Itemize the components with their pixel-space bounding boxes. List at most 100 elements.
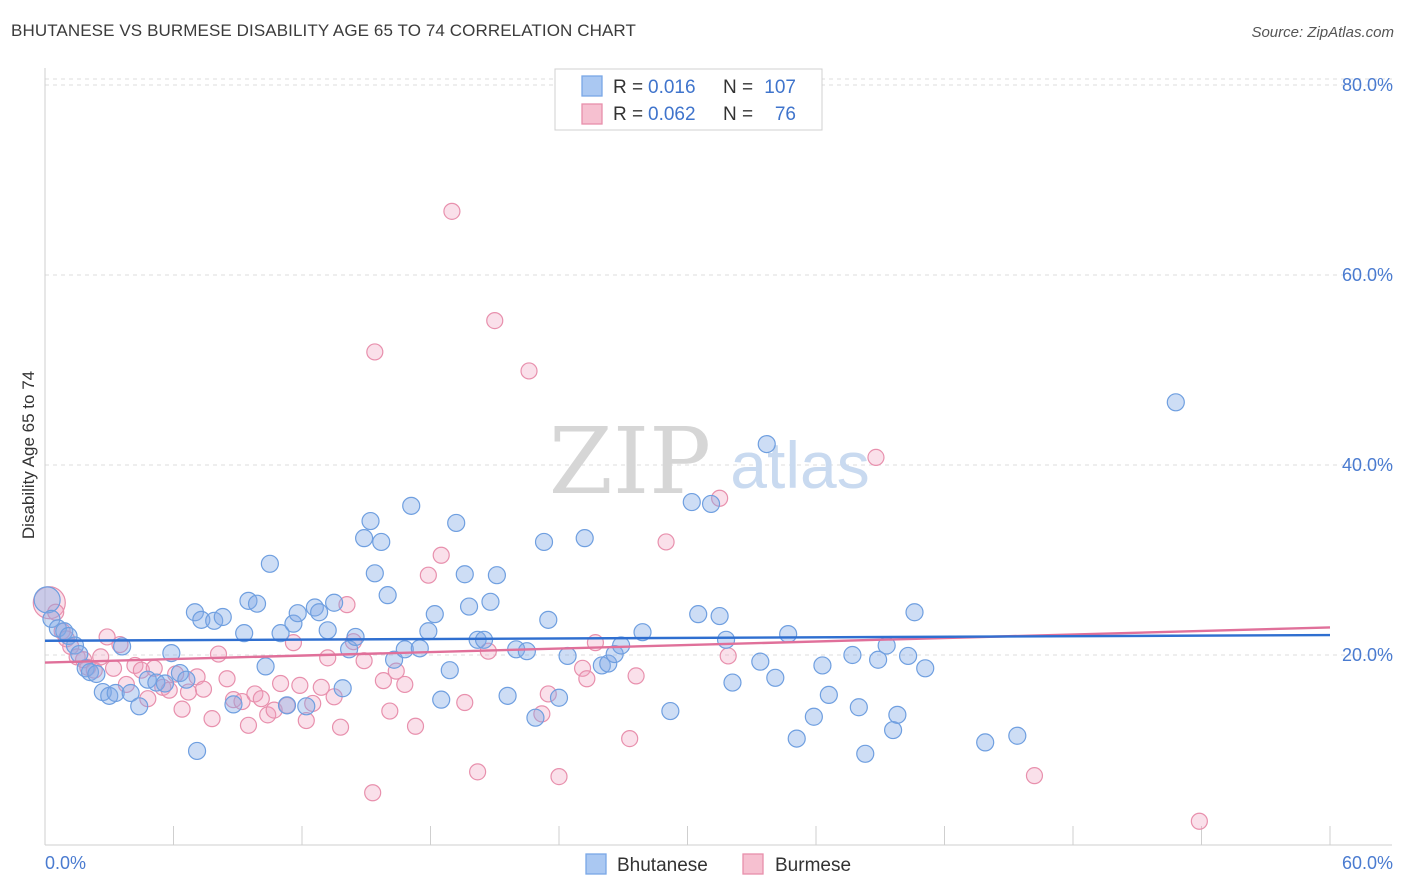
burmese-point	[419, 566, 437, 584]
bhutanese-point	[256, 657, 275, 676]
burmese-point	[239, 716, 258, 734]
bhutanese-point	[539, 610, 558, 629]
burmese-point	[486, 312, 504, 330]
bhutanese-point	[459, 597, 479, 616]
chart-title: BHUTANESE VS BURMESE DISABILITY AGE 65 T…	[11, 21, 636, 40]
bhutanese-point	[355, 529, 374, 548]
bhutanese-n-label: N =	[723, 77, 753, 98]
bhutanese-point	[804, 707, 823, 726]
stats-row-bhutanese: R = 0.016 N = 107	[581, 75, 796, 98]
burmese-point	[443, 202, 461, 220]
trend-lines	[44, 626, 1331, 664]
bhutanese-point	[787, 729, 806, 748]
burmese-point	[573, 659, 592, 677]
burmese-point	[218, 670, 236, 688]
y-tick-label: 40.0%	[1342, 455, 1393, 475]
legend-item-bhutanese[interactable]: Bhutanese	[585, 853, 708, 876]
bhutanese-point	[1008, 726, 1027, 745]
bhutanese-point	[185, 603, 205, 622]
burmese-point	[719, 647, 737, 665]
bhutanese-point	[455, 565, 474, 584]
bhutanese-point	[402, 496, 421, 515]
burmese-point	[173, 700, 191, 718]
burmese-point	[331, 718, 350, 736]
burmese-point	[132, 661, 150, 679]
bhutanese-point	[716, 630, 736, 649]
legend-burmese-label: Burmese	[775, 855, 851, 876]
bhutanese-point	[361, 511, 380, 531]
burmese-point	[364, 784, 382, 802]
burmese-point	[104, 659, 123, 677]
burmese-n-label: N =	[723, 104, 753, 125]
bhutanese-point	[549, 688, 569, 707]
series-legend: Bhutanese Burmese	[585, 853, 851, 876]
bhutanese-swatch	[581, 75, 603, 97]
bhutanese-point	[378, 586, 397, 605]
burmese-point	[627, 667, 645, 685]
stats-legend: R = 0.016 N = 107 R = 0.062 N = 76	[554, 68, 823, 131]
bhutanese-point	[170, 663, 190, 683]
bhutanese-point	[534, 532, 554, 552]
bhutanese-point	[80, 662, 100, 682]
burmese-point	[1190, 812, 1208, 830]
bhutanese-point	[42, 609, 61, 629]
source-label: Source: ZipAtlas.com	[1251, 24, 1394, 41]
bhutanese-point	[419, 622, 438, 641]
stats-row-burmese: R = 0.062 N = 76	[581, 103, 796, 125]
bhutanese-point	[440, 661, 459, 680]
bhutanese-r-label: R =	[613, 77, 643, 98]
watermark-zip: ZIP	[549, 408, 711, 515]
bhutanese-point	[106, 683, 125, 703]
burmese-r-label: R =	[613, 104, 643, 125]
burmese-point	[578, 670, 596, 688]
bhutanese-point	[410, 639, 429, 658]
burmese-point	[520, 362, 538, 380]
x-tick-label: 0.0%	[45, 853, 86, 873]
bhutanese-point	[701, 494, 721, 514]
burmese-point	[550, 767, 568, 786]
bhutanese-point	[766, 668, 785, 687]
burmese-point	[456, 693, 474, 712]
bhutanese-point	[447, 513, 466, 533]
bhutanese-point	[916, 659, 935, 678]
bhutanese-r-value: 0.016	[648, 77, 696, 98]
grid-lines	[45, 78, 1392, 656]
bhutanese-point	[425, 605, 444, 624]
bhutanese-point	[121, 683, 140, 703]
burmese-point	[432, 546, 450, 564]
bhutanese-point	[162, 643, 181, 663]
bhutanese-point	[271, 624, 290, 643]
bhutanese-point	[318, 621, 337, 640]
bhutanese-point	[1166, 393, 1185, 412]
bhutanese-point	[869, 650, 888, 669]
bhutanese-point	[599, 654, 618, 673]
bhutanese-trend-line	[44, 633, 1331, 642]
bhutanese-point	[849, 698, 868, 717]
bhutanese-point	[682, 492, 701, 512]
bhutanese-point	[325, 593, 344, 612]
bhutanese-point	[277, 696, 297, 715]
burmese-point	[92, 648, 110, 666]
tick-labels: 20.0% 40.0% 60.0% 80.0% 0.0% 60.0%	[45, 75, 1393, 873]
bhutanese-point	[575, 529, 594, 548]
burmese-point	[657, 533, 675, 551]
watermark: ZIP atlas	[549, 408, 870, 515]
bhutanese-point	[487, 566, 506, 585]
watermark-atlas: atlas	[730, 428, 869, 502]
bhutanese-point	[187, 741, 207, 761]
burmese-point	[374, 672, 392, 690]
bhutanese-point	[205, 611, 224, 630]
bhutanese-point	[112, 637, 132, 656]
legend-item-burmese[interactable]: Burmese	[742, 853, 851, 876]
bhutanese-point	[888, 705, 907, 724]
bhutanese-point	[481, 592, 500, 611]
bhutanese-point	[905, 603, 924, 622]
bhutanese-point	[247, 594, 267, 613]
bhutanese-point	[155, 674, 175, 693]
bhutanese-point	[757, 435, 776, 454]
legend-burmese-swatch	[742, 853, 764, 875]
bhutanese-point	[372, 532, 391, 552]
burmese-point	[291, 676, 309, 695]
burmese-point	[621, 729, 639, 748]
